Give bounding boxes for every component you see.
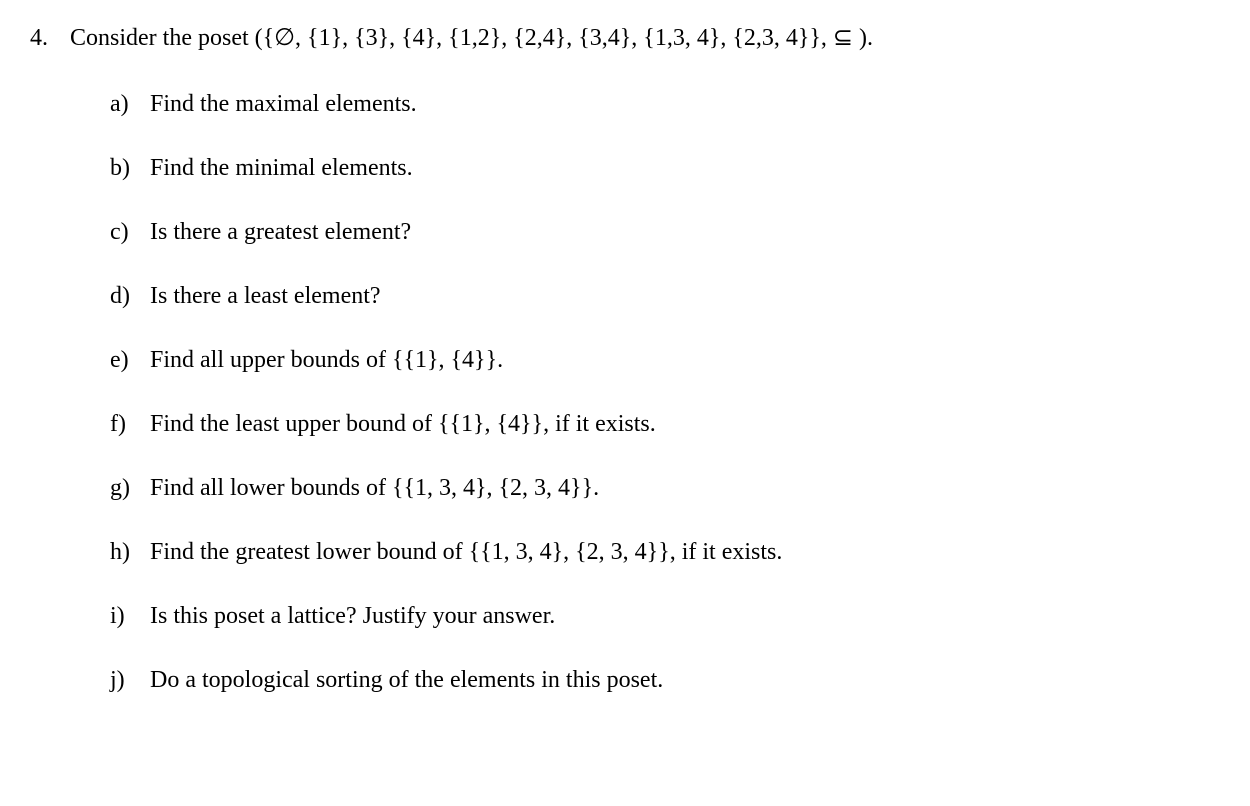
sub-label-a: a) — [110, 86, 150, 122]
sub-text-c: Is there a greatest element? — [150, 214, 1220, 250]
sub-item-a: a) Find the maximal elements. — [110, 86, 1220, 122]
sub-item-g: g) Find all lower bounds of {{1, 3, 4}, … — [110, 470, 1220, 506]
sub-item-f: f) Find the least upper bound of {{1}, {… — [110, 406, 1220, 442]
sub-text-a: Find the maximal elements. — [150, 86, 1220, 122]
sub-label-h: h) — [110, 534, 150, 570]
sub-text-d: Is there a least element? — [150, 278, 1220, 314]
sub-text-i: Is this poset a lattice? Justify your an… — [150, 598, 1220, 634]
problem-statement: Consider the poset ({∅, {1}, {3}, {4}, {… — [70, 20, 1220, 56]
sub-text-j: Do a topological sorting of the elements… — [150, 662, 1220, 698]
sub-label-e: e) — [110, 342, 150, 378]
sub-items-list: a) Find the maximal elements. b) Find th… — [70, 86, 1220, 698]
sub-label-g: g) — [110, 470, 150, 506]
sub-item-b: b) Find the minimal elements. — [110, 150, 1220, 186]
sub-label-b: b) — [110, 150, 150, 186]
sub-label-c: c) — [110, 214, 150, 250]
sub-item-i: i) Is this poset a lattice? Justify your… — [110, 598, 1220, 634]
sub-item-j: j) Do a topological sorting of the eleme… — [110, 662, 1220, 698]
sub-item-d: d) Is there a least element? — [110, 278, 1220, 314]
sub-label-j: j) — [110, 662, 150, 698]
problem-content: Consider the poset ({∅, {1}, {3}, {4}, {… — [70, 20, 1220, 726]
sub-text-b: Find the minimal elements. — [150, 150, 1220, 186]
sub-text-e: Find all upper bounds of {{1}, {4}}. — [150, 342, 1220, 378]
statement-math: ({∅, {1}, {3}, {4}, {1,2}, {2,4}, {3,4},… — [255, 25, 873, 51]
sub-text-f: Find the least upper bound of {{1}, {4}}… — [150, 406, 1220, 442]
problem-container: 4. Consider the poset ({∅, {1}, {3}, {4}… — [30, 20, 1220, 726]
sub-text-h: Find the greatest lower bound of {{1, 3,… — [150, 534, 1220, 570]
problem-number: 4. — [30, 20, 70, 56]
sub-item-c: c) Is there a greatest element? — [110, 214, 1220, 250]
sub-label-f: f) — [110, 406, 150, 442]
sub-label-d: d) — [110, 278, 150, 314]
sub-item-e: e) Find all upper bounds of {{1}, {4}}. — [110, 342, 1220, 378]
statement-prefix: Consider the poset — [70, 25, 255, 51]
sub-text-g: Find all lower bounds of {{1, 3, 4}, {2,… — [150, 470, 1220, 506]
sub-item-h: h) Find the greatest lower bound of {{1,… — [110, 534, 1220, 570]
sub-label-i: i) — [110, 598, 150, 634]
